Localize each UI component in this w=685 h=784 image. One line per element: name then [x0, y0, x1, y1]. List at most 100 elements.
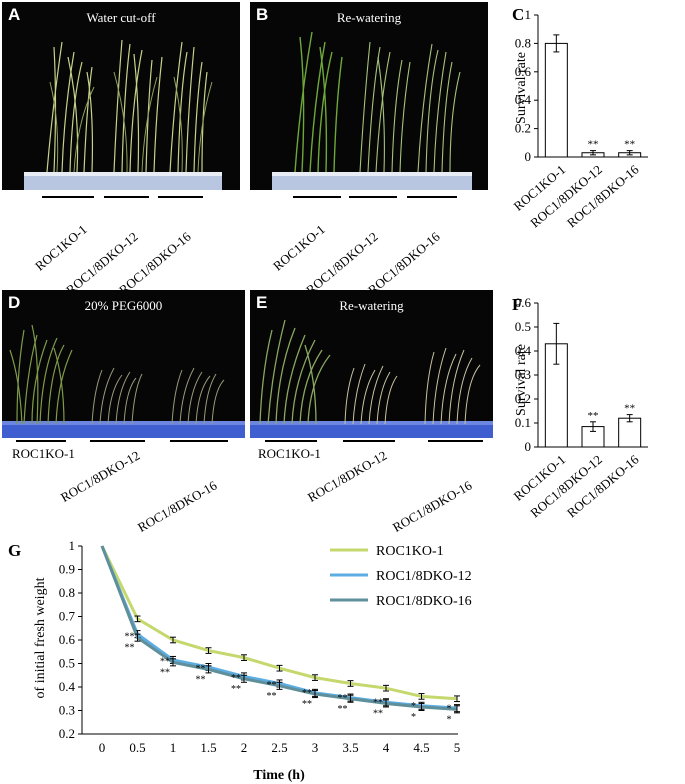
group-underline: [104, 196, 149, 198]
y-tick-label: 0.4: [515, 343, 532, 358]
x-tick-label: 5: [454, 740, 461, 755]
x-tick-label: 0.5: [129, 740, 145, 755]
significance-mark: **: [373, 697, 383, 708]
group-underline: [428, 440, 483, 442]
chart-g-ylabel: of initial fresh weight: [33, 577, 48, 698]
chart-f: F Survival rate 0 0.1 0.2 0.3 0.4 0.5 0.6 ROC1K…: [500, 290, 680, 535]
y-tick-label: 1: [69, 538, 76, 553]
x-tick-label: 0: [99, 740, 106, 755]
x-tick-label: 3: [312, 740, 319, 755]
photo-panel-b: B Re-watering: [250, 2, 488, 190]
group-underline: [407, 196, 457, 198]
y-tick-label: 0.8: [59, 585, 75, 600]
bar: [618, 417, 642, 448]
y-tick-label: 0: [525, 439, 532, 454]
significance-mark: **: [231, 684, 241, 695]
y-tick-label: 0.2: [515, 121, 531, 136]
group-underline: [16, 440, 66, 442]
group-underline: [293, 196, 341, 198]
y-tick-label: 0.3: [515, 367, 531, 382]
group-underline: [265, 440, 317, 442]
chart-c: C Survival rate 0 0.2 0.4 0.6 0.8 1 ROC1KO-1 **…: [500, 0, 680, 275]
legend-label: ROC1/8DKO-16: [376, 594, 472, 609]
chart-g-xlabel: Time (h): [253, 768, 305, 783]
significance-mark: *: [447, 714, 452, 725]
y-tick-label: 0.6: [515, 295, 532, 310]
chart-f-svg: F Survival rate 00.10.20.30.40.50.6ROC1K…: [510, 295, 648, 520]
significance-mark: **: [125, 632, 135, 643]
genotype-label: ROC1/8DKO-16: [135, 477, 220, 535]
group-underline: [170, 440, 228, 442]
genotype-label: ROC1KO-1: [270, 221, 328, 274]
significance-mark: **: [588, 410, 599, 422]
significance-mark: **: [125, 643, 135, 654]
panel-letter-a: A: [8, 5, 21, 24]
group-underline: [349, 196, 397, 198]
significance-mark: **: [267, 691, 277, 702]
significance-mark: **: [160, 667, 170, 678]
bar: [544, 42, 568, 158]
legend-label: ROC1/8DKO-12: [376, 569, 472, 584]
genotype-label: ROC1KO-1: [12, 446, 75, 461]
x-tick-label: 4.5: [413, 740, 429, 755]
chart-c-svg: C Survival rate 00.20.40.60.81ROC1KO-1**…: [510, 5, 648, 230]
chart-g-svg: G of initial fresh weight Time (h) 0.2 0.…: [8, 538, 472, 783]
significance-mark: *: [411, 701, 416, 712]
group-underline: [158, 196, 203, 198]
photo-panel-e: E Re-watering: [250, 290, 493, 438]
x-tick-label: 1: [170, 740, 177, 755]
photo-panel-a: A Water cut-off: [2, 2, 240, 190]
y-tick-label: 0.6: [515, 64, 532, 79]
significance-mark: **: [624, 139, 635, 151]
significance-mark: *: [447, 703, 452, 714]
significance-mark: **: [373, 708, 383, 719]
y-tick-label: 0.9: [59, 562, 75, 577]
y-tick-label: 0.4: [59, 679, 76, 694]
chart-f-ylabel: Survival rate: [514, 344, 529, 416]
x-tick-label: 4: [383, 740, 390, 755]
significance-mark: **: [160, 656, 170, 667]
significance-mark: **: [231, 673, 241, 684]
legend-label: ROC1KO-1: [376, 544, 444, 559]
y-tick-label: 0.3: [59, 703, 75, 718]
photo-e-plants: [250, 319, 493, 438]
panel-e-title: Re-watering: [339, 298, 404, 313]
group-underline: [90, 440, 145, 442]
y-tick-label: 0.2: [59, 726, 75, 741]
x-tick-label: 2.5: [271, 740, 287, 755]
y-tick-label: 0.1: [515, 415, 531, 430]
significance-mark: **: [196, 674, 206, 685]
panel-letter-c: C: [512, 5, 524, 24]
genotype-label: ROC1/8DKO-16: [390, 477, 475, 535]
y-tick-label: 0.5: [59, 656, 75, 671]
x-tick-label: 3.5: [342, 740, 358, 755]
panel-a-title: Water cut-off: [86, 10, 156, 25]
photo-panel-d: D 20% PEG6000: [2, 290, 245, 438]
x-tick-label: 1.5: [200, 740, 216, 755]
photo-d-plants: [2, 324, 245, 438]
significance-mark: *: [411, 712, 416, 723]
panel-letter-d: D: [8, 293, 21, 312]
chart-g: G of initial fresh weight Time (h) 0.2 0.…: [0, 530, 685, 784]
panel-letter-e: E: [256, 293, 268, 312]
chart-c-ylabel: Survival rate: [514, 52, 529, 124]
y-tick-label: 1: [525, 7, 532, 22]
panel-d-title: 20% PEG6000: [84, 298, 163, 313]
y-tick-label: 0.7: [59, 609, 76, 624]
y-tick-label: 0.6: [59, 632, 76, 647]
group-underline: [42, 196, 94, 198]
significance-mark: **: [196, 663, 206, 674]
panel-letter-g: G: [8, 541, 21, 560]
y-tick-label: 0.8: [515, 35, 531, 50]
significance-mark: **: [338, 693, 348, 704]
panel-letter-b: B: [256, 5, 269, 24]
panel-b-title: Re-watering: [336, 10, 402, 25]
group-underline: [343, 440, 395, 442]
y-tick-label: 0.5: [515, 319, 531, 334]
significance-mark: **: [302, 699, 312, 710]
y-tick-label: 0.2: [515, 391, 531, 406]
y-tick-label: 0.4: [515, 92, 532, 107]
significance-mark: **: [338, 704, 348, 715]
panel-letter-f: F: [512, 295, 522, 314]
significance-mark: **: [624, 403, 635, 415]
